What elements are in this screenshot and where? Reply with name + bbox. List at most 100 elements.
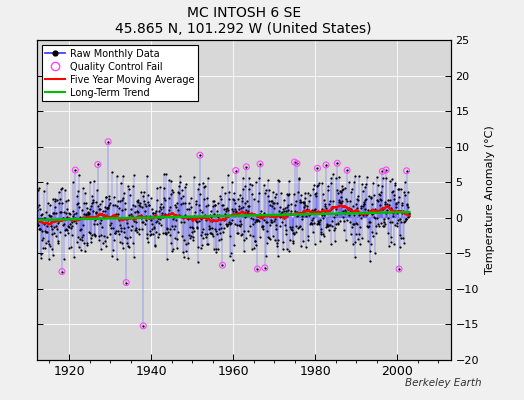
- Point: [269, 233, 277, 240]
- Point: [183, 206, 191, 212]
- Point: [357, 215, 365, 221]
- Point: [279, 246, 287, 252]
- Point: [399, 189, 408, 196]
- Point: [322, 162, 330, 168]
- Point: [139, 193, 147, 199]
- Point: [380, 201, 389, 207]
- Point: [237, 221, 245, 228]
- Point: [212, 249, 220, 255]
- Point: [384, 197, 392, 204]
- Point: [238, 185, 247, 192]
- Point: [33, 220, 41, 226]
- Point: [294, 212, 302, 218]
- Point: [259, 226, 268, 232]
- Point: [383, 208, 391, 215]
- Point: [292, 223, 300, 229]
- Point: [93, 221, 102, 227]
- Point: [107, 214, 116, 220]
- Point: [383, 201, 391, 207]
- Point: [350, 221, 358, 228]
- Point: [293, 160, 301, 167]
- Point: [37, 255, 45, 261]
- Point: [239, 175, 247, 182]
- Point: [400, 219, 408, 225]
- Point: [202, 234, 210, 240]
- Point: [252, 217, 260, 224]
- Point: [356, 240, 364, 247]
- Point: [109, 224, 117, 231]
- Point: [268, 203, 276, 209]
- Point: [374, 182, 383, 188]
- Point: [299, 238, 308, 244]
- Point: [152, 197, 161, 204]
- Point: [379, 222, 388, 229]
- Point: [160, 229, 169, 236]
- Point: [80, 211, 89, 218]
- Point: [42, 209, 50, 216]
- Y-axis label: Temperature Anomaly (°C): Temperature Anomaly (°C): [485, 126, 495, 274]
- Point: [359, 201, 368, 207]
- Point: [288, 224, 297, 230]
- Point: [194, 244, 202, 250]
- Point: [102, 194, 110, 200]
- Point: [72, 210, 80, 216]
- Point: [40, 245, 49, 251]
- Point: [233, 196, 242, 202]
- Point: [276, 212, 285, 219]
- Point: [106, 230, 115, 237]
- Point: [194, 180, 203, 187]
- Point: [307, 220, 315, 226]
- Point: [220, 205, 228, 212]
- Point: [178, 200, 187, 206]
- Point: [215, 212, 224, 218]
- Point: [242, 164, 250, 170]
- Point: [163, 256, 171, 263]
- Point: [248, 182, 256, 188]
- Point: [248, 215, 257, 222]
- Point: [161, 210, 170, 217]
- Point: [162, 231, 171, 237]
- Point: [204, 202, 213, 208]
- Point: [282, 203, 291, 210]
- Point: [333, 160, 342, 166]
- Point: [266, 198, 275, 204]
- Point: [89, 207, 97, 214]
- Point: [132, 226, 140, 233]
- Point: [56, 229, 64, 236]
- Point: [362, 212, 370, 218]
- Point: [180, 199, 189, 206]
- Point: [145, 214, 154, 221]
- Point: [163, 229, 172, 236]
- Point: [53, 238, 62, 245]
- Point: [101, 208, 109, 214]
- Point: [336, 188, 344, 195]
- Point: [181, 181, 190, 188]
- Point: [298, 216, 306, 222]
- Point: [129, 239, 137, 246]
- Point: [321, 205, 330, 211]
- Point: [48, 226, 57, 232]
- Point: [77, 214, 85, 221]
- Point: [183, 255, 192, 261]
- Point: [238, 231, 246, 237]
- Point: [194, 186, 202, 192]
- Point: [39, 245, 47, 251]
- Point: [363, 174, 371, 180]
- Point: [78, 206, 86, 213]
- Point: [133, 198, 141, 204]
- Point: [314, 220, 322, 226]
- Point: [309, 215, 318, 221]
- Point: [172, 200, 181, 206]
- Point: [40, 215, 48, 222]
- Point: [335, 218, 344, 224]
- Point: [252, 242, 260, 248]
- Point: [201, 230, 209, 237]
- Point: [358, 235, 366, 241]
- Point: [349, 202, 357, 209]
- Point: [170, 213, 179, 219]
- Point: [78, 237, 86, 243]
- Point: [195, 207, 204, 214]
- Point: [346, 206, 355, 213]
- Point: [50, 210, 58, 216]
- Point: [294, 225, 302, 232]
